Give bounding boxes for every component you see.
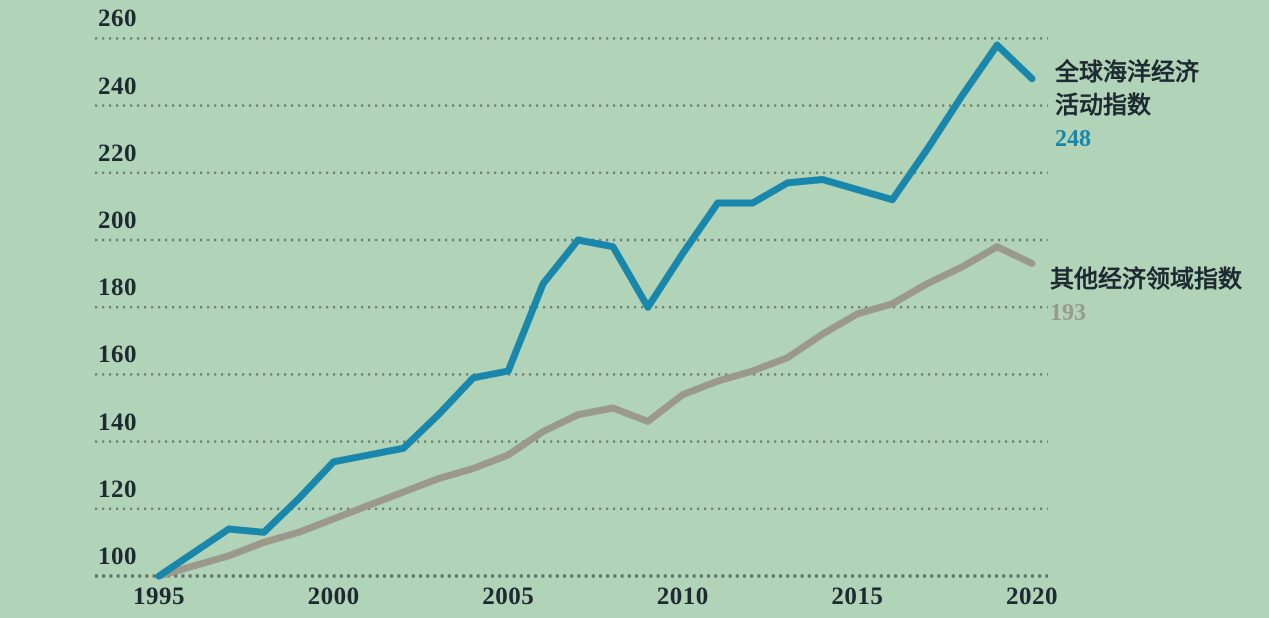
y-tick-label: 180 bbox=[98, 274, 137, 302]
y-tick-label: 160 bbox=[98, 341, 137, 369]
legend-other-label: 其他经济领域指数 bbox=[1050, 267, 1242, 293]
legend-other-value: 193 bbox=[1050, 300, 1086, 326]
legend-other-index: 其他经济领域指数 193 bbox=[1050, 264, 1242, 330]
y-tick-label: 240 bbox=[98, 72, 137, 100]
x-tick-label: 2020 bbox=[1006, 583, 1058, 610]
gridlines bbox=[95, 37, 1048, 578]
y-tick-label: 100 bbox=[98, 543, 137, 570]
x-tick-label: 2000 bbox=[307, 583, 360, 610]
x-tick-label: 2005 bbox=[482, 583, 535, 610]
y-tick-label: 200 bbox=[98, 207, 137, 234]
x-tick-label: 1995 bbox=[133, 583, 185, 610]
y-tick-label: 260 bbox=[98, 5, 137, 33]
ocean-economy-line bbox=[155, 41, 1036, 580]
x-tick-label: 2015 bbox=[831, 583, 884, 610]
y-tick-label: 220 bbox=[98, 139, 137, 167]
legend-ocean-label-line1: 全球海洋经济 bbox=[1055, 60, 1199, 86]
y-tick-label: 120 bbox=[98, 475, 137, 503]
y-tick-label: 140 bbox=[98, 408, 137, 436]
legend-ocean-index: 全球海洋经济 活动指数 248 bbox=[1055, 57, 1199, 156]
legend-ocean-label-line2: 活动指数 bbox=[1055, 93, 1151, 119]
other-economy-line bbox=[155, 243, 1036, 580]
legend-ocean-value: 248 bbox=[1055, 126, 1091, 152]
x-tick-label: 2010 bbox=[656, 583, 709, 610]
